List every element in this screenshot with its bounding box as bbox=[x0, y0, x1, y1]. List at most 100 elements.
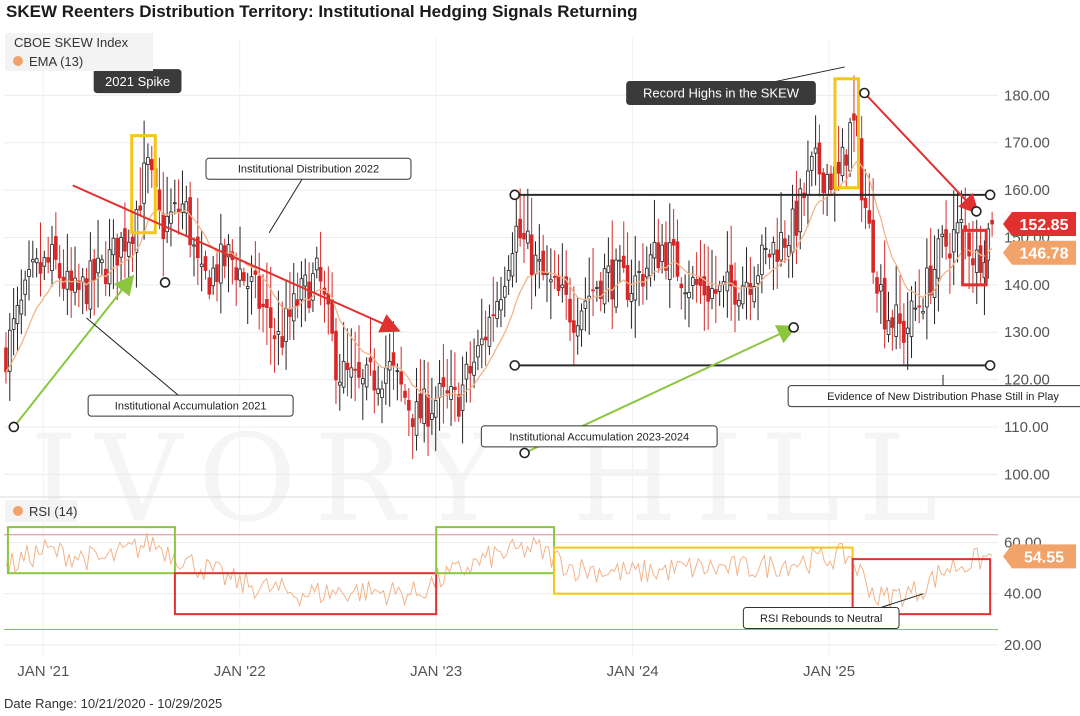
candle-body bbox=[115, 237, 120, 266]
anchor-circle bbox=[519, 447, 530, 459]
candle-body bbox=[671, 239, 676, 246]
candle-body bbox=[330, 299, 334, 334]
highlight-box bbox=[961, 228, 988, 287]
candle-body bbox=[169, 211, 173, 224]
rsi-panel bbox=[4, 532, 998, 631]
candle-body bbox=[4, 347, 8, 373]
anchor-circle bbox=[788, 322, 799, 333]
rsi-line bbox=[5, 532, 993, 609]
candle-body bbox=[414, 401, 419, 436]
candle-body bbox=[119, 237, 123, 258]
candle-body bbox=[809, 155, 814, 171]
candle-body bbox=[637, 271, 641, 273]
candle-body bbox=[614, 259, 618, 308]
candle-body bbox=[583, 300, 588, 309]
candle-body bbox=[537, 259, 542, 262]
candle-body bbox=[879, 284, 883, 292]
candle-body bbox=[19, 299, 24, 315]
candle-body bbox=[107, 249, 112, 285]
rsi-regime-box bbox=[173, 572, 438, 616]
candle-body bbox=[149, 159, 154, 171]
candle-body bbox=[572, 320, 576, 333]
candle-body bbox=[441, 377, 446, 388]
candle-body bbox=[11, 318, 16, 330]
y-tick-label: 160.00 bbox=[1004, 182, 1050, 199]
candle-body bbox=[798, 188, 803, 233]
candle-body bbox=[31, 259, 35, 263]
candle-body bbox=[925, 267, 929, 308]
callout-text: Institutional Accumulation 2021 bbox=[115, 401, 267, 413]
date-range-footer: Date Range: 10/21/2020 - 10/29/2025 bbox=[4, 696, 222, 711]
candle-body bbox=[921, 310, 925, 314]
callout-text: Evidence of New Distribution Phase Still… bbox=[827, 391, 1059, 403]
candle-body bbox=[656, 242, 661, 269]
anchor-circle bbox=[984, 360, 996, 371]
candle-body bbox=[138, 205, 143, 211]
green-trend-arrow bbox=[13, 274, 135, 428]
candle-body bbox=[422, 388, 427, 424]
candle-body bbox=[111, 237, 116, 256]
rsi-tick-label: 20.00 bbox=[1004, 637, 1042, 654]
candle-body bbox=[579, 310, 584, 331]
candle-body bbox=[936, 238, 941, 279]
candle-body bbox=[691, 277, 695, 286]
candle-body bbox=[786, 245, 791, 257]
candle-body bbox=[395, 370, 400, 373]
last-rsi-flag: 54.55 bbox=[1003, 544, 1076, 569]
callout-text: RSI Rebounds to Neutral bbox=[760, 613, 882, 625]
candle-body bbox=[272, 335, 277, 340]
candle-body bbox=[852, 113, 856, 121]
candle-body bbox=[990, 219, 994, 225]
candle-body bbox=[779, 232, 783, 261]
grid bbox=[0, 38, 1080, 656]
callout: Institutional Distribution 2022 bbox=[205, 157, 412, 180]
candle-body bbox=[529, 234, 534, 276]
candle-body bbox=[391, 352, 396, 366]
candle-body bbox=[932, 269, 937, 298]
candle-body bbox=[184, 201, 189, 214]
candle-body bbox=[77, 280, 81, 290]
candle-body bbox=[867, 210, 872, 224]
candle-body bbox=[268, 307, 273, 329]
candle-body bbox=[641, 274, 645, 287]
price-flag-shape bbox=[1003, 211, 1076, 236]
candle-body bbox=[526, 230, 530, 244]
candle-body bbox=[618, 259, 622, 262]
candle-body bbox=[737, 299, 741, 307]
last-ema-flag: 146.78 bbox=[1003, 240, 1076, 265]
candle-body bbox=[73, 277, 77, 293]
red-trend-arrow bbox=[72, 184, 401, 333]
candle-body bbox=[514, 225, 519, 253]
candle-body bbox=[967, 232, 971, 257]
candle-body bbox=[337, 381, 342, 386]
rsi-legend-swatch bbox=[13, 506, 23, 516]
candle-body bbox=[752, 286, 757, 303]
candle-body bbox=[756, 275, 760, 284]
candle-body bbox=[660, 244, 664, 263]
y-tick-label: 180.00 bbox=[1004, 87, 1050, 104]
candle-body bbox=[226, 244, 231, 258]
candle-body bbox=[88, 260, 93, 310]
candle-body bbox=[61, 276, 66, 289]
candle-body bbox=[748, 282, 753, 295]
rsi-legend: RSI (14) bbox=[5, 500, 77, 522]
candle-body bbox=[172, 202, 177, 205]
candle-body bbox=[667, 242, 672, 280]
candle-body bbox=[971, 258, 975, 266]
candle-body bbox=[886, 320, 891, 335]
y-tick-label: 110.00 bbox=[1004, 419, 1049, 436]
rsi-legend-label: RSI (14) bbox=[29, 504, 77, 519]
candle-body bbox=[57, 263, 62, 279]
candle-body bbox=[610, 259, 615, 300]
candle-body bbox=[27, 269, 31, 277]
rsi-regime-box bbox=[851, 558, 992, 616]
callout-text: Record Highs in the SKEW bbox=[643, 86, 800, 101]
candle-body bbox=[702, 276, 707, 296]
candle-body bbox=[710, 288, 714, 299]
candle-body bbox=[760, 244, 764, 276]
callout-box bbox=[205, 157, 412, 180]
candle-body bbox=[902, 320, 906, 343]
candle-body bbox=[664, 242, 668, 271]
callout-text: Institutional Distribution 2022 bbox=[238, 164, 379, 176]
candle-body bbox=[790, 208, 795, 253]
